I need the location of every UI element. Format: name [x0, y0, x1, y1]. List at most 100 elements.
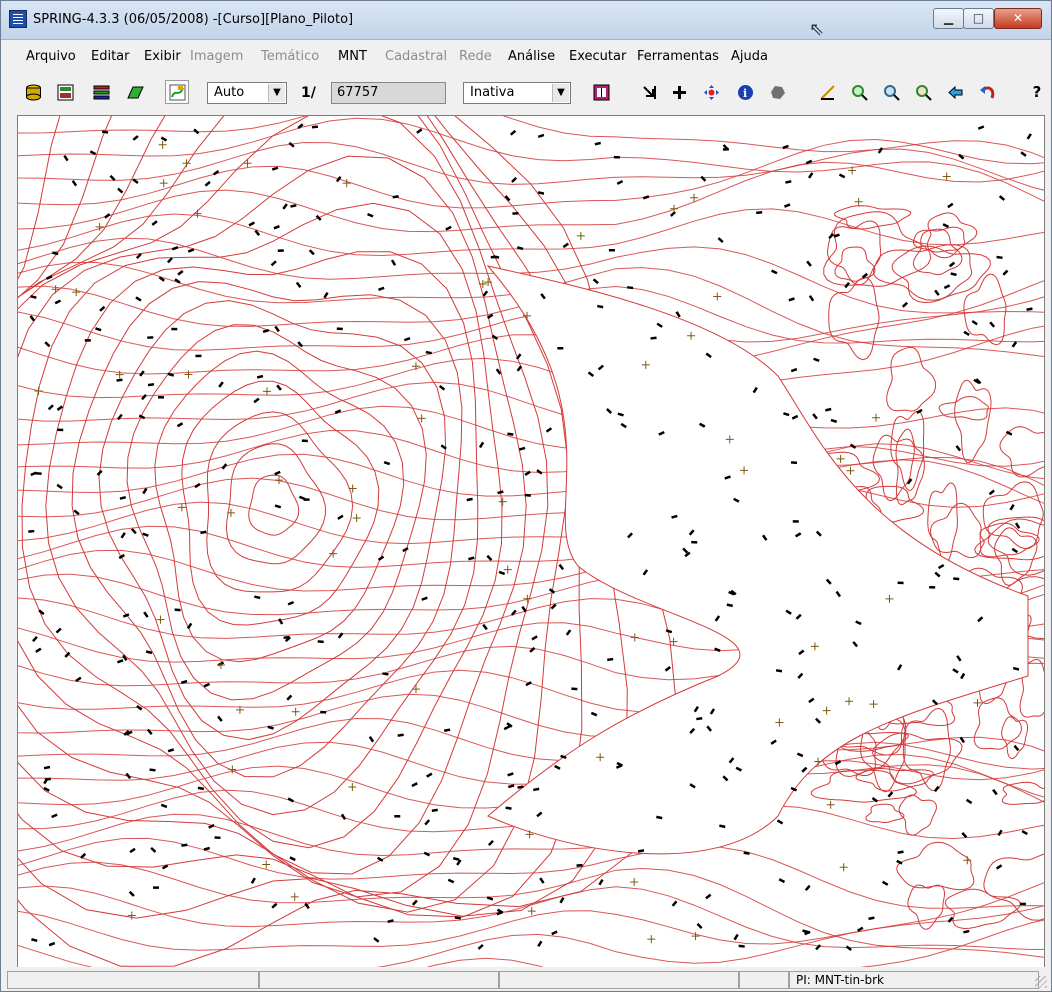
exit-button[interactable] — [637, 80, 661, 104]
contour-line — [18, 885, 1044, 951]
contour-line — [827, 220, 882, 286]
plane-icon — [127, 86, 144, 99]
zoom-mode-select[interactable]: Auto ▼ — [207, 82, 287, 104]
elevation-label — [286, 694, 293, 701]
spot-height-marker — [243, 159, 252, 168]
title-bar[interactable]: SPRING-4.3.3 (06/05/2008) -[Curso][Plano… — [1, 1, 1051, 40]
polygon-button[interactable] — [765, 80, 789, 104]
layers-button[interactable] — [89, 80, 113, 104]
close-button[interactable]: ✕ — [994, 8, 1042, 29]
elevation-label — [664, 666, 671, 672]
contour-map[interactable] — [18, 116, 1044, 968]
info-button[interactable]: i — [733, 80, 757, 104]
elevation-label — [616, 179, 624, 185]
menu-rede[interactable]: Rede — [459, 49, 492, 64]
menu-ajuda[interactable]: Ajuda — [731, 49, 768, 64]
elevation-label — [881, 880, 889, 886]
elevation-label — [509, 129, 517, 136]
elevation-label — [783, 412, 790, 417]
elevation-label — [963, 330, 970, 336]
edit-line-button[interactable] — [815, 80, 839, 104]
elevation-label — [43, 765, 51, 770]
maximize-button[interactable]: □ — [963, 8, 994, 29]
pan-button[interactable] — [699, 80, 723, 104]
arrow-left-icon — [948, 85, 963, 100]
add-point-button[interactable] — [667, 80, 691, 104]
elevation-label — [392, 195, 399, 199]
elevation-label — [933, 785, 940, 793]
elevation-label — [187, 248, 195, 253]
elevation-label — [122, 613, 130, 618]
elevation-label — [218, 381, 224, 388]
elevation-label — [815, 717, 822, 724]
elevation-label — [290, 204, 297, 208]
cursor-mode-select[interactable]: Inativa ▼ — [463, 82, 571, 104]
cursor-info-button[interactable] — [589, 80, 613, 104]
elevation-label — [118, 553, 125, 560]
spot-height-marker — [478, 280, 487, 289]
spot-height-marker — [826, 800, 835, 809]
elevation-label — [897, 581, 904, 585]
help-button[interactable]: ? — [1025, 80, 1049, 104]
elevation-label — [650, 336, 657, 340]
menu-tematico[interactable]: Temático — [261, 49, 320, 64]
menu-executar[interactable]: Executar — [569, 49, 627, 64]
menu-imagem[interactable]: Imagem — [190, 49, 244, 64]
elevation-label — [576, 863, 583, 867]
contour-line — [225, 443, 326, 565]
back-button[interactable] — [943, 80, 967, 104]
undo-button[interactable] — [975, 80, 999, 104]
elevation-label — [132, 135, 139, 141]
draw-button[interactable] — [165, 80, 189, 104]
menu-mnt[interactable]: MNT — [338, 49, 367, 64]
contour-line — [954, 379, 992, 464]
elevation-label — [782, 144, 789, 150]
database-button[interactable] — [21, 80, 45, 104]
map-canvas[interactable] — [17, 115, 1045, 969]
spot-height-marker — [72, 288, 81, 297]
menu-cadastral[interactable]: Cadastral — [385, 49, 448, 64]
menu-ferramentas[interactable]: Ferramentas — [637, 49, 719, 64]
elevation-label — [852, 641, 859, 648]
contour-line — [422, 919, 1044, 968]
pan-arrows-icon — [704, 85, 719, 100]
scale-prefix: 1/ — [301, 85, 316, 101]
contour-line — [1001, 716, 1029, 760]
spot-height-marker — [846, 466, 855, 475]
zoom-out-button[interactable] — [879, 80, 903, 104]
elevation-label — [637, 849, 645, 853]
elevation-label — [615, 764, 623, 769]
spot-height-marker — [411, 362, 420, 371]
elevation-label — [482, 290, 489, 297]
elevation-label — [642, 569, 649, 576]
elevation-label — [807, 172, 814, 179]
elevation-label — [193, 128, 200, 135]
elevation-label — [598, 878, 604, 886]
elevation-label — [656, 815, 663, 820]
elevation-label — [248, 221, 255, 227]
elevation-label — [52, 251, 59, 256]
spot-height-marker — [352, 514, 361, 523]
elevation-label — [947, 916, 954, 923]
menu-arquivo[interactable]: Arquivo — [26, 49, 76, 64]
elevation-label — [126, 730, 133, 736]
menu-exibir[interactable]: Exibir — [144, 49, 181, 64]
elevation-label — [295, 281, 302, 289]
elevation-label — [176, 422, 184, 428]
minimize-button[interactable]: ▁ — [933, 8, 964, 29]
menu-analise[interactable]: Análise — [508, 49, 556, 64]
window-title: SPRING-4.3.3 (06/05/2008) -[Curso][Plano… — [33, 12, 354, 27]
zoom-area-button[interactable] — [911, 80, 935, 104]
scale-input[interactable]: 67757 — [331, 82, 446, 104]
elevation-label — [143, 611, 149, 618]
resize-grip-icon[interactable] — [1035, 976, 1047, 988]
project-button[interactable] — [53, 80, 77, 104]
zoom-in-button[interactable] — [847, 80, 871, 104]
elevation-label — [204, 180, 211, 187]
elevation-label — [597, 364, 604, 371]
plane-button[interactable] — [123, 80, 147, 104]
spot-height-marker — [963, 856, 972, 865]
menu-editar[interactable]: Editar — [91, 49, 130, 64]
elevation-label — [537, 940, 543, 947]
